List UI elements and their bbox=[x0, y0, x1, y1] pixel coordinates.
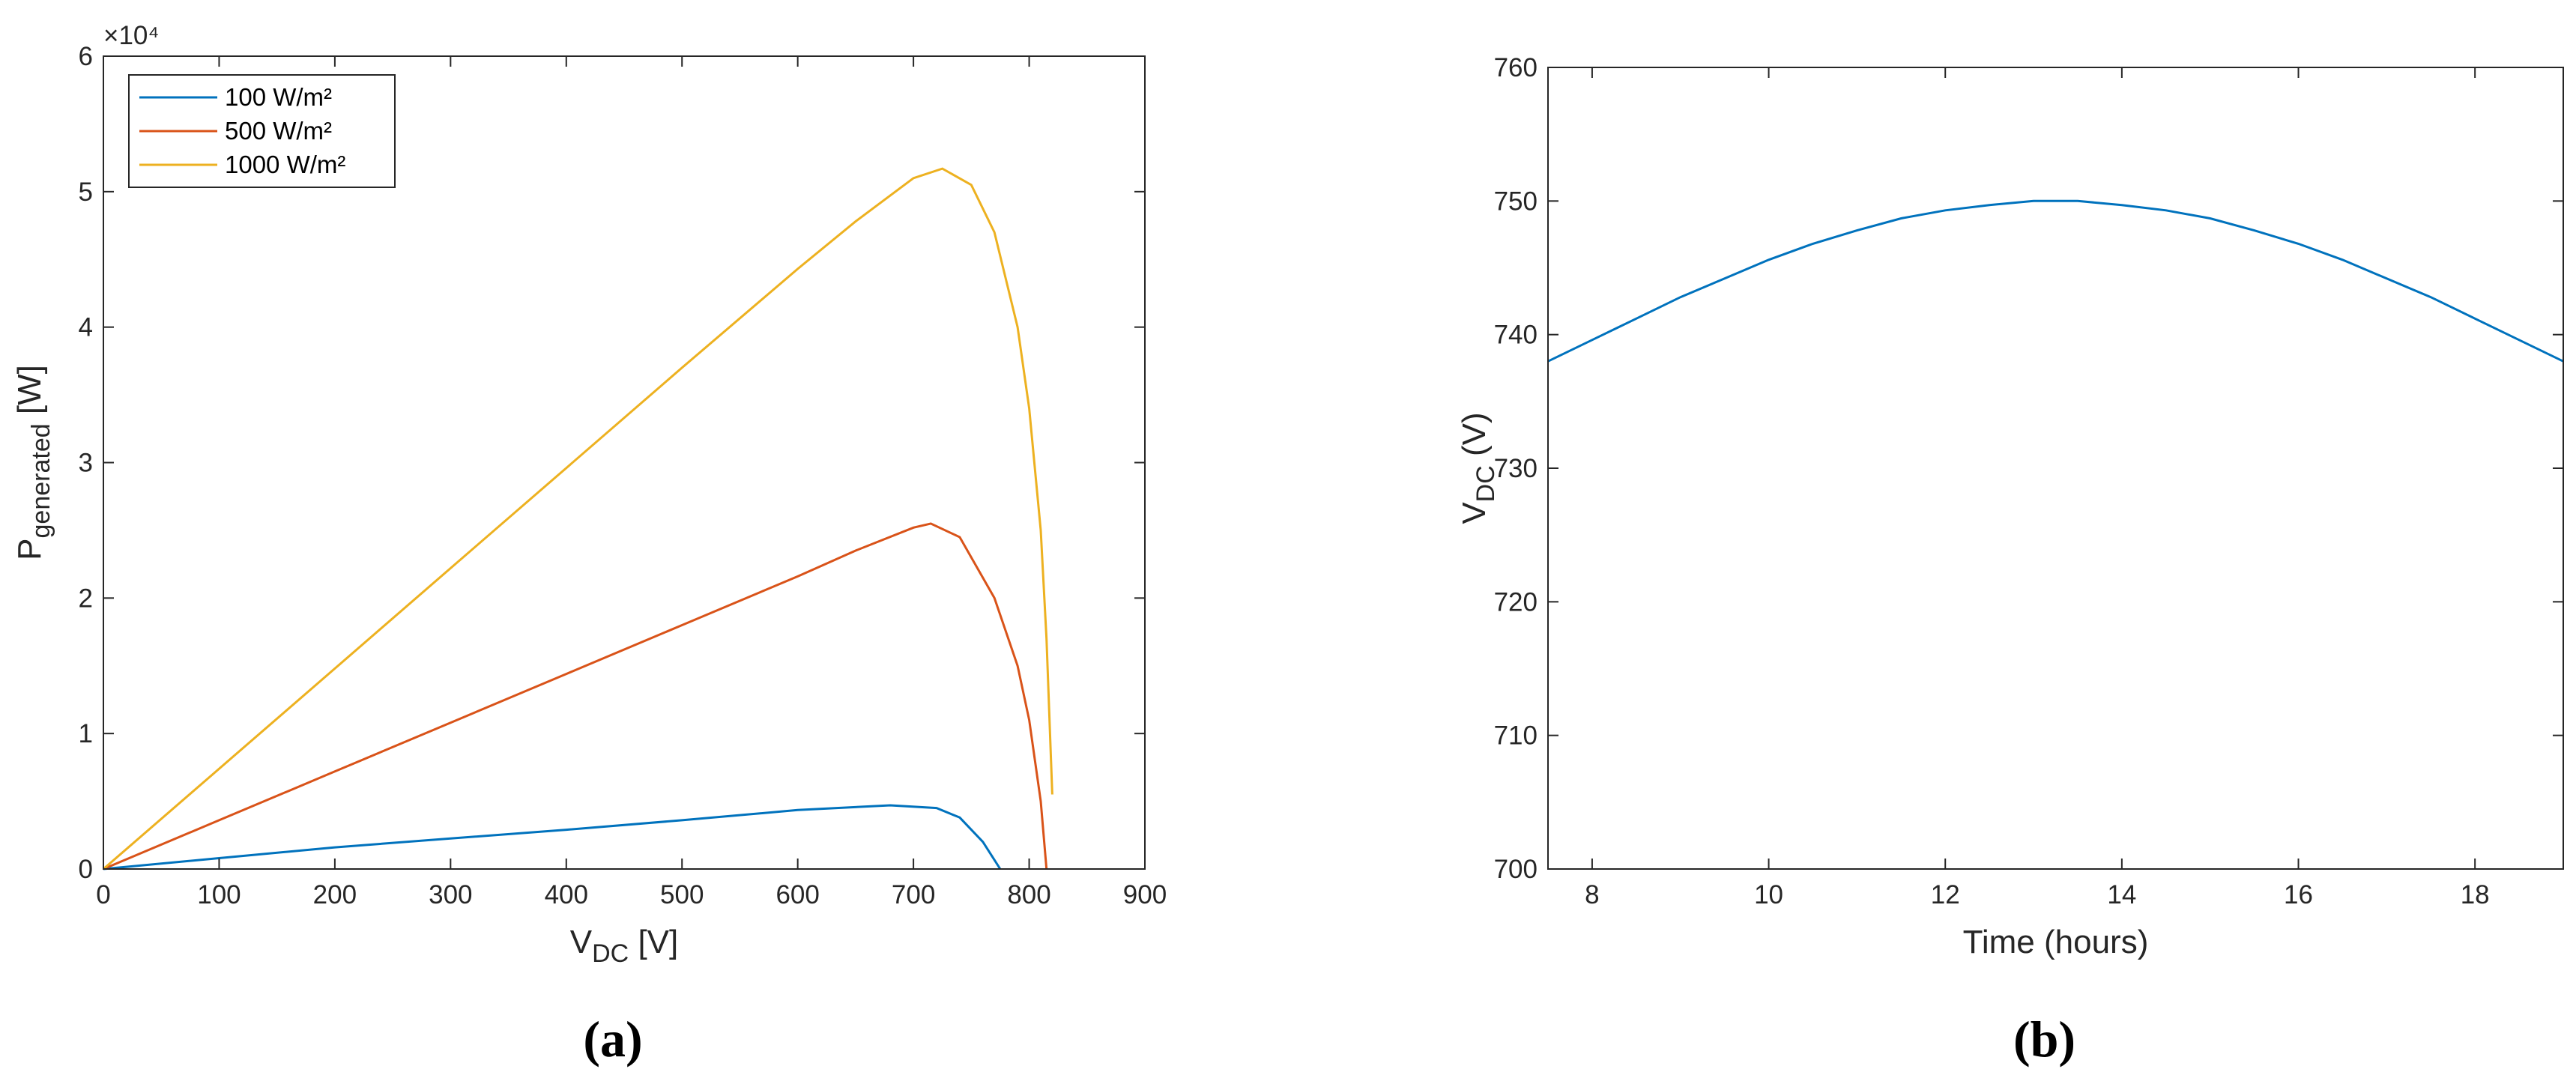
y-tick-label: 740 bbox=[1494, 321, 1538, 350]
label-rest: [V] bbox=[629, 924, 678, 960]
ylabel: Pgenerated [W] bbox=[11, 365, 55, 560]
x-tick-label: 12 bbox=[1931, 880, 1960, 909]
x-tick-label: 0 bbox=[96, 880, 110, 909]
legend-label: 500 W/m² bbox=[225, 117, 332, 145]
label-main: V bbox=[1456, 502, 1493, 524]
y-tick-label: 6 bbox=[79, 42, 93, 71]
label-main: Time (hours) bbox=[1963, 924, 2149, 960]
label-sub: DC bbox=[1472, 465, 1500, 502]
x-tick-label: 200 bbox=[313, 880, 357, 909]
label-main: V bbox=[570, 924, 593, 960]
y-tick-label: 5 bbox=[79, 178, 93, 207]
xlabel: Time (hours) bbox=[1963, 924, 2149, 960]
series-line bbox=[103, 167, 1053, 870]
x-tick-label: 400 bbox=[545, 880, 588, 909]
y-tick-label: 2 bbox=[79, 584, 93, 613]
label-rest: (V) bbox=[1456, 412, 1493, 465]
series-line bbox=[103, 804, 1002, 870]
label-sub: generated bbox=[27, 423, 55, 538]
legend-label: 1000 W/m² bbox=[225, 151, 345, 178]
chart: 0 100 200 300 400 500 600 700 800 900 0 1 2 3 4 5 6 ×10⁴ V… bbox=[11, 21, 1167, 1068]
x-tick-label: 14 bbox=[2107, 880, 2136, 909]
x-tick-label: 8 bbox=[1585, 880, 1599, 909]
chart: 8 10 12 14 16 18 700 710 720 730 740 750 760 Time (ho… bbox=[1456, 53, 2564, 1068]
y-tick-label: 700 bbox=[1494, 855, 1538, 884]
ylabel: VDC (V) bbox=[1456, 412, 1500, 524]
y-tick-label: 3 bbox=[79, 449, 93, 478]
y-tick-label: 1 bbox=[79, 719, 93, 748]
axes-box bbox=[1547, 67, 2564, 870]
y-tick-label: 0 bbox=[79, 855, 93, 884]
legend-box bbox=[128, 74, 396, 188]
x-tick-label: 500 bbox=[660, 880, 704, 909]
x-tick-label: 16 bbox=[2284, 880, 2313, 909]
x-tick-label: 700 bbox=[892, 880, 935, 909]
label-main: P bbox=[11, 538, 48, 560]
x-tick-label: 600 bbox=[775, 880, 819, 909]
legend: 100 W/m² 500 W/m² 1000 W/m² bbox=[128, 74, 396, 188]
x-tick-label: 100 bbox=[197, 880, 241, 909]
caption: (b) bbox=[2013, 1011, 2075, 1068]
y-tick-label: 720 bbox=[1494, 587, 1538, 617]
series-line bbox=[103, 522, 1048, 870]
xlabel: VDC [V] bbox=[570, 924, 679, 968]
x-tick-label: 900 bbox=[1123, 880, 1167, 909]
label-rest: [W] bbox=[11, 365, 48, 423]
x-tick-label: 300 bbox=[429, 880, 472, 909]
x-tick-label: 18 bbox=[2461, 880, 2490, 909]
y-tick-label: 730 bbox=[1494, 454, 1538, 483]
y-tick-label: 760 bbox=[1494, 53, 1538, 82]
y-tick-label: 710 bbox=[1494, 721, 1538, 751]
x-tick-label: 10 bbox=[1754, 880, 1783, 909]
caption: (a) bbox=[583, 1011, 642, 1068]
y-tick-label: 750 bbox=[1494, 187, 1538, 216]
series-line bbox=[1547, 199, 2564, 363]
label-sub: DC bbox=[592, 939, 629, 968]
x-tick-label: 800 bbox=[1007, 880, 1050, 909]
legend-label: 100 W/m² bbox=[225, 83, 332, 111]
y-exponent: ×10⁴ bbox=[103, 21, 159, 50]
y-tick-label: 4 bbox=[79, 313, 93, 342]
